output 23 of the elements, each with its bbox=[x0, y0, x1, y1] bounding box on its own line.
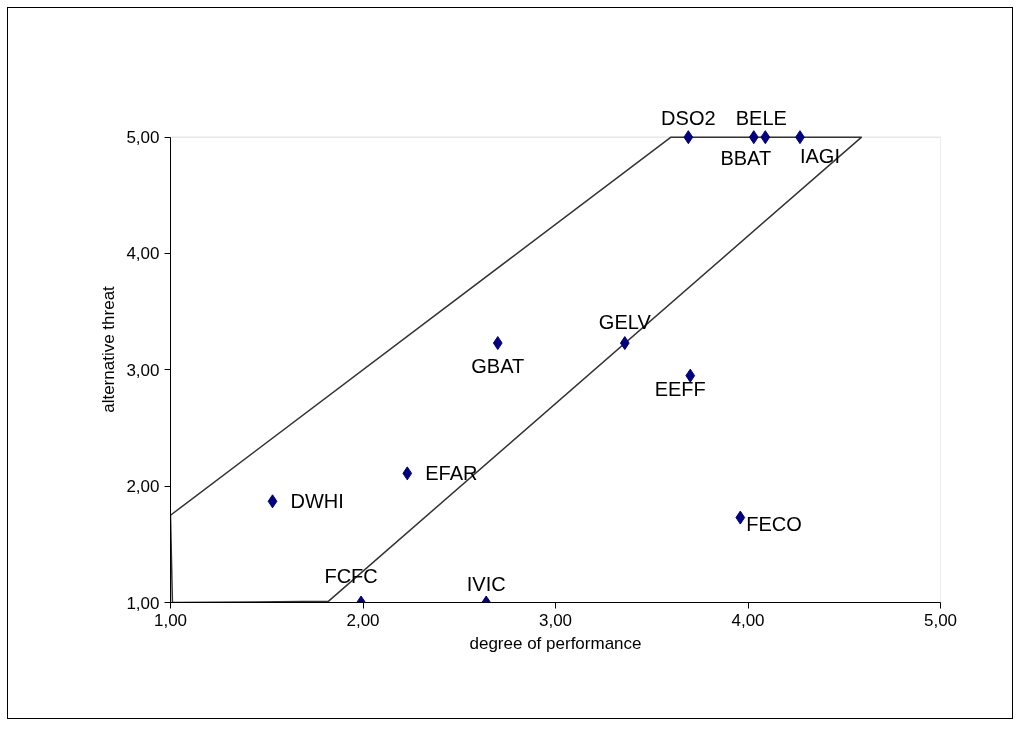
y-tick-label: 3,00 bbox=[126, 360, 160, 380]
x-tick-label: 2,00 bbox=[346, 610, 380, 630]
annotation: EFAR bbox=[425, 462, 478, 485]
x-tick-label: 4,00 bbox=[731, 610, 765, 630]
annotation: EEFF bbox=[654, 377, 706, 400]
annotation: GELV bbox=[598, 311, 652, 334]
annotation: DWHI bbox=[290, 490, 344, 513]
annotation: GBAT bbox=[471, 355, 525, 378]
x-axis-title: degree of performance bbox=[469, 633, 642, 653]
x-tick-label: 1,00 bbox=[153, 610, 188, 630]
x-tick-label: 5,00 bbox=[923, 610, 958, 630]
y-tick-label: 2,00 bbox=[126, 477, 160, 497]
annotation: FECO bbox=[746, 512, 802, 535]
annotation: BELE bbox=[735, 107, 787, 130]
y-tick-label: 5,00 bbox=[126, 128, 160, 148]
x-tick-label: 3,00 bbox=[538, 610, 573, 630]
y-tick-label: 1,00 bbox=[126, 593, 160, 613]
annotation: IAGI bbox=[799, 145, 840, 168]
y-axis-title: alternative threat bbox=[99, 285, 119, 413]
annotation: IVIC bbox=[466, 572, 506, 595]
y-tick-label: 4,00 bbox=[126, 244, 160, 264]
annotation: DSO2 bbox=[661, 107, 716, 130]
annotation: BBAT bbox=[720, 147, 772, 170]
